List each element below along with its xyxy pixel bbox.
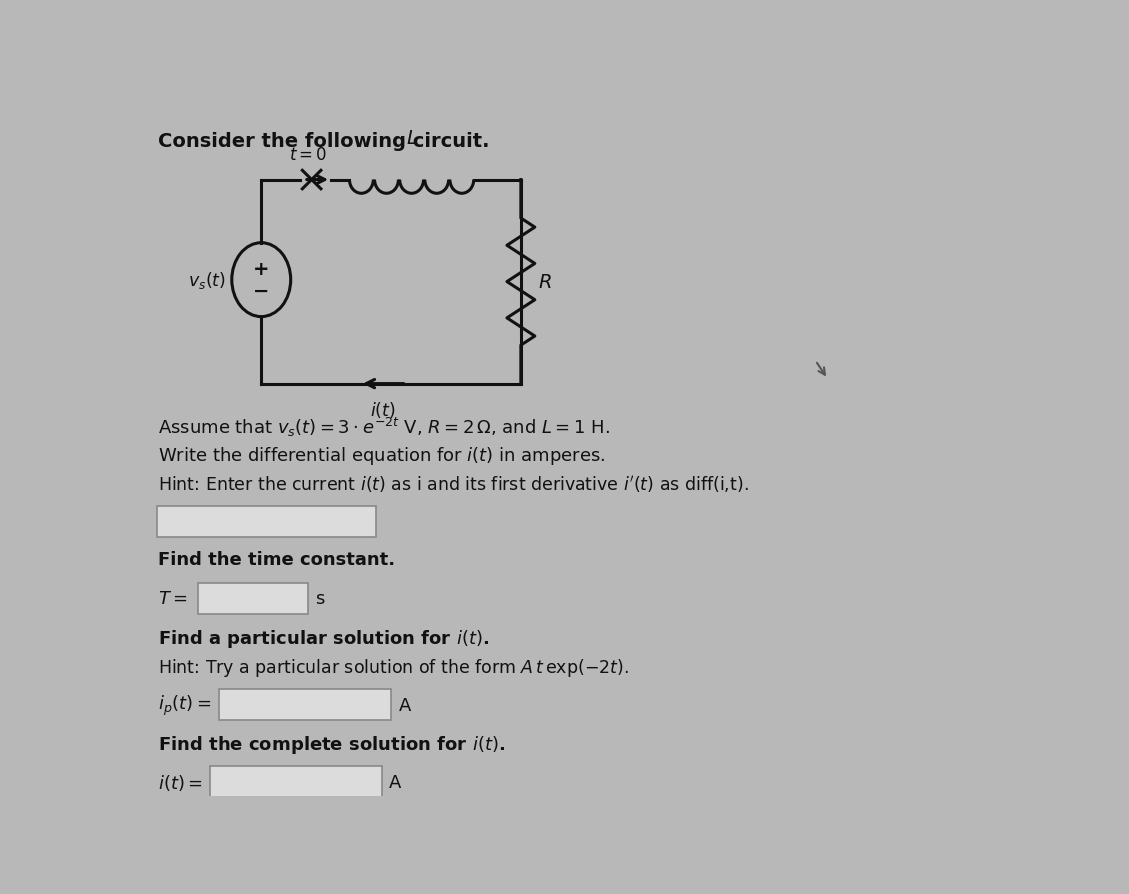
Text: $i(t) =$: $i(t) =$ xyxy=(158,772,203,792)
Text: A: A xyxy=(390,772,402,791)
Text: $v_s(t)$: $v_s(t)$ xyxy=(187,270,226,291)
Text: Find the time constant.: Find the time constant. xyxy=(158,551,395,569)
Text: Find the complete solution for $i(t)$.: Find the complete solution for $i(t)$. xyxy=(158,733,506,755)
Text: $i_p(t) =$: $i_p(t) =$ xyxy=(158,693,211,717)
Text: Hint: Enter the current $i(t)$ as i and its first derivative $i'(t)$ as diff(i,t: Hint: Enter the current $i(t)$ as i and … xyxy=(158,474,749,494)
Text: −: − xyxy=(253,282,270,300)
Text: $t = 0$: $t = 0$ xyxy=(289,146,327,164)
Text: Hint: Try a particular solution of the form $A\,t\,\exp(-2t)$.: Hint: Try a particular solution of the f… xyxy=(158,656,629,679)
Text: +: + xyxy=(253,260,270,279)
FancyBboxPatch shape xyxy=(157,507,376,537)
Text: s: s xyxy=(315,590,324,608)
Text: Assume that $v_s(t) = 3 \cdot e^{-2t}$ V, $R = 2\,\Omega$, and $L = 1$ H.: Assume that $v_s(t) = 3 \cdot e^{-2t}$ V… xyxy=(158,415,610,438)
Text: Consider the following circuit.: Consider the following circuit. xyxy=(158,132,490,151)
Text: $L$: $L$ xyxy=(405,129,418,148)
Text: $R$: $R$ xyxy=(537,273,552,291)
Text: $i(t)$: $i(t)$ xyxy=(370,400,396,419)
Text: A: A xyxy=(399,696,411,714)
FancyBboxPatch shape xyxy=(219,689,392,721)
FancyBboxPatch shape xyxy=(210,766,382,797)
Text: $\mathit{T} =$: $\mathit{T} =$ xyxy=(158,590,187,608)
FancyBboxPatch shape xyxy=(198,584,308,614)
Text: Write the differential equation for $i(t)$ in amperes.: Write the differential equation for $i(t… xyxy=(158,444,605,466)
Text: Find a particular solution for $i(t)$.: Find a particular solution for $i(t)$. xyxy=(158,628,489,649)
